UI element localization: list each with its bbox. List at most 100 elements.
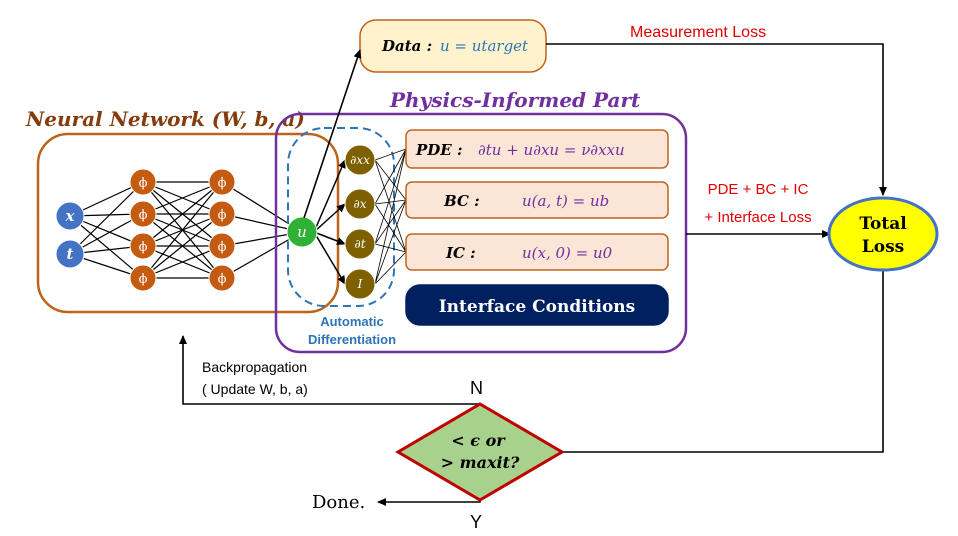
input-node-t: t (55, 239, 85, 269)
hidden-layer2-node: ϕ (208, 200, 236, 228)
input-hidden-link (69, 215, 144, 279)
backprop-label-2: ( Update W, b, a) (202, 381, 308, 397)
hidden-layer1-node-circle (129, 200, 157, 228)
decision-line-2: > maxit? (441, 453, 520, 472)
bc-box (405, 181, 669, 219)
total-loss-label-2: Loss (862, 237, 904, 257)
measurement-loss-arrow (546, 43, 887, 196)
output-derivative-link (313, 231, 346, 245)
output-derivative-link (313, 203, 346, 233)
input-node-x: x (55, 201, 85, 231)
physics-informed-title: Physics-Informed Part (389, 88, 641, 112)
derivative-node: ∂x (344, 188, 376, 220)
input-hidden-link (69, 181, 144, 255)
measurement-loss-label: Measurement Loss (630, 24, 766, 41)
hidden-layer1-node-label: ϕ (139, 208, 148, 223)
hidden-layer1-node-circle (129, 264, 157, 292)
done-arrow (377, 498, 481, 506)
derivative-node-circle (344, 228, 376, 260)
derivative-condition-link (374, 199, 407, 245)
hidden-hidden-link (142, 245, 223, 279)
physics-loss-label-2: + Interface Loss (704, 209, 811, 226)
neural-network-title: Neural Network (W, b, a) (25, 107, 305, 131)
hidden-layer2-node-circle (208, 200, 236, 228)
backprop-arrow (179, 335, 480, 405)
derivative-condition-link (374, 243, 407, 253)
hidden-layer1-node: ϕ (129, 200, 157, 228)
ic-label: IC : (445, 244, 476, 262)
derivative-connections (374, 148, 407, 285)
input-node-t-circle (55, 239, 85, 269)
hidden-layer1-node: ϕ (129, 232, 157, 260)
interface-conditions-label: Interface Conditions (439, 297, 636, 317)
autodiff-label-1: Automatic (320, 314, 384, 329)
decision-yes-label: Y (470, 512, 482, 532)
output-node-u: u (286, 216, 318, 248)
bc-equation: u(a, t) = ub (522, 192, 609, 210)
hidden-layer2-node-circle (208, 264, 236, 292)
derivative-node-circle (344, 144, 376, 176)
hidden-layer1-node-label: ϕ (139, 240, 148, 255)
derivative-condition-link (374, 203, 407, 253)
hidden-layer2-node-label: ϕ (218, 240, 227, 255)
hidden-hidden-link (142, 213, 223, 279)
done-label: Done. (312, 492, 365, 513)
decision-line-1: < ϵ or (451, 431, 506, 450)
hidden-layer2-node-circle (208, 232, 236, 260)
output-node-u-circle (286, 216, 318, 248)
derivative-condition-link (374, 159, 407, 201)
input-node-x-label: x (65, 207, 76, 225)
derivative-condition-link (374, 148, 407, 285)
data-box (359, 19, 547, 73)
derivative-node-label: ∂xx (350, 153, 370, 167)
neural-network-frame (36, 132, 340, 314)
derivative-node-label: ∂x (354, 197, 367, 211)
derivative-condition-link (374, 199, 407, 285)
derivative-node-label: ∂t (354, 237, 365, 251)
hidden-layer2-node-circle (208, 168, 236, 196)
data-equation: u = utarget (440, 37, 529, 55)
interface-conditions-box (405, 284, 669, 326)
hidden-layer2-node-label: ϕ (218, 272, 227, 287)
ic-equation: u(x, 0) = u0 (522, 244, 613, 262)
physics-loss-label-1: PDE + BC + IC (708, 181, 809, 198)
output-node-u-label: u (297, 223, 307, 241)
output-derivative-link (313, 159, 346, 233)
physics-informed-frame (274, 112, 688, 354)
backprop-label-1: Backpropagation (202, 359, 307, 375)
derivative-condition-link (374, 148, 407, 161)
hidden-layer1-node-circle (129, 168, 157, 196)
decision-no-label: N (470, 378, 483, 398)
derivative-condition-link (374, 148, 407, 205)
input-node-t-label: t (67, 245, 74, 263)
network-connections (69, 159, 346, 285)
hidden-layer1-node-label: ϕ (139, 176, 148, 191)
hidden-layer2-node-label: ϕ (218, 176, 227, 191)
derivative-condition-link (374, 148, 407, 245)
hidden-layer1-node: ϕ (129, 264, 157, 292)
hidden-layer2-node: ϕ (208, 232, 236, 260)
convergence-decision (395, 402, 565, 502)
derivative-condition-link (374, 251, 407, 285)
u-to-data-arrow (303, 49, 362, 219)
derivative-node-label: I (357, 277, 363, 291)
hidden-layer2-node: ϕ (208, 264, 236, 292)
derivative-node-circle (344, 188, 376, 220)
total-loss-node (827, 196, 939, 272)
total-to-decision-arrow (541, 268, 884, 456)
hidden-layer2-node-label: ϕ (218, 208, 227, 223)
hidden-layer1-node-label: ϕ (139, 272, 148, 287)
ic-box (405, 233, 669, 271)
derivative-node: ∂t (344, 228, 376, 260)
total-loss-label-1: Total (859, 214, 907, 234)
autodiff-label-2: Differentiation (308, 332, 396, 347)
pde-label: PDE : (415, 141, 462, 159)
pde-box (405, 129, 669, 169)
derivative-condition-link (374, 159, 407, 253)
hidden-layer2-node: ϕ (208, 168, 236, 196)
hidden-hidden-link (142, 181, 223, 247)
hidden-hidden-link (142, 181, 223, 215)
derivative-condition-link (374, 199, 407, 205)
